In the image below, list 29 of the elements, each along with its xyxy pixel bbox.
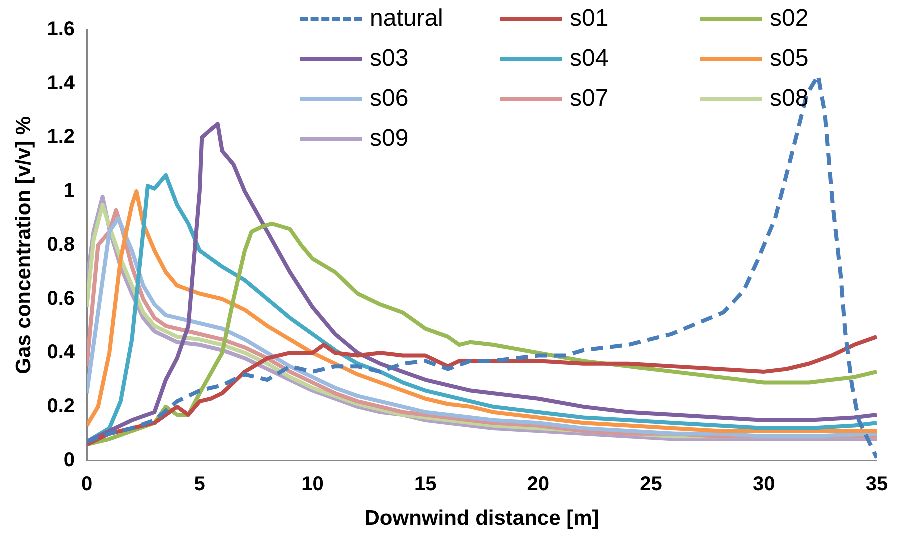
legend-label: s07: [570, 85, 609, 113]
y-tick-label: 0.4: [47, 342, 76, 364]
y-tick-label: 1.6: [47, 18, 76, 41]
legend-label: s01: [570, 5, 609, 33]
legend-label: s03: [370, 45, 409, 73]
x-axis-title: Downwind distance [m]: [364, 507, 600, 530]
y-tick-label: 1.4: [47, 72, 76, 94]
legend-label: s06: [370, 85, 409, 113]
x-tick-label: 30: [753, 473, 776, 496]
legend-label: s04: [570, 45, 609, 73]
y-tick-label: 1: [64, 180, 76, 202]
x-tick-label: 20: [527, 473, 550, 496]
legend-label: s02: [770, 5, 809, 33]
y-tick-label: 0: [64, 449, 76, 472]
x-tick-label: 10: [302, 473, 324, 496]
y-tick-label: 0.2: [47, 395, 76, 418]
x-tick-label: 0: [81, 473, 93, 496]
y-axis-title: Gas concentration [v/v] %: [12, 116, 36, 374]
y-tick-label: 0.6: [47, 288, 76, 310]
y-tick-label: 1.2: [47, 126, 76, 148]
legend-label: s08: [770, 85, 809, 113]
legend-label: natural: [370, 5, 444, 33]
y-tick-label: 0.8: [47, 234, 76, 256]
x-tick-label: 5: [194, 473, 206, 496]
legend-label: s09: [370, 125, 409, 153]
legend-label: s05: [770, 45, 809, 73]
x-tick-label: 25: [640, 473, 662, 496]
x-tick-label: 15: [414, 473, 437, 496]
x-tick-label: 35: [866, 473, 888, 496]
